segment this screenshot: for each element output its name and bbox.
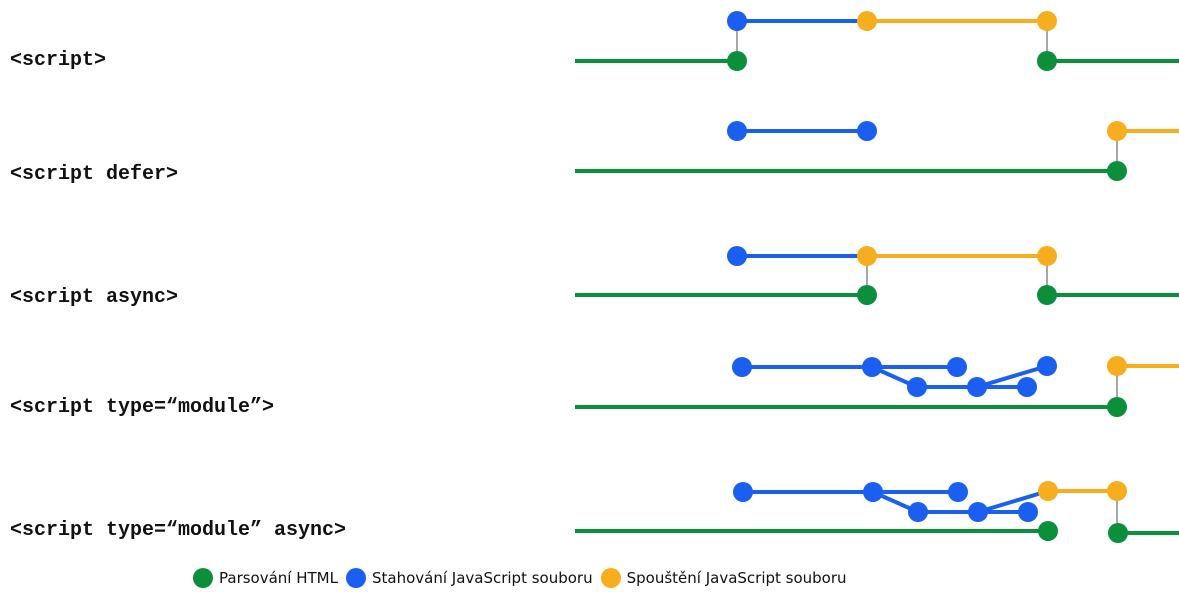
download-line bbox=[977, 489, 1049, 514]
execute-dot bbox=[857, 11, 877, 31]
download-dot bbox=[733, 482, 753, 502]
download-dot bbox=[967, 377, 987, 397]
download-dot bbox=[1037, 356, 1057, 376]
download-dot bbox=[1017, 377, 1037, 397]
execute-dot bbox=[1107, 356, 1127, 376]
execute-dot bbox=[1037, 11, 1057, 31]
download-dot bbox=[907, 377, 927, 397]
legend-dot-download bbox=[345, 568, 366, 588]
download-dot bbox=[908, 502, 928, 522]
execute-dot bbox=[1038, 481, 1058, 501]
row-label-script-defer: <script defer> bbox=[10, 163, 179, 186]
parse-dot bbox=[1037, 51, 1057, 71]
parse-dot bbox=[1107, 397, 1127, 417]
download-line bbox=[976, 364, 1048, 389]
download-dot bbox=[732, 357, 752, 377]
download-dot bbox=[857, 121, 877, 141]
legend-dot-parse bbox=[193, 568, 213, 588]
download-dot bbox=[727, 121, 747, 141]
legend-item-download: Stahování JavaScript souboru bbox=[345, 568, 593, 588]
execute-dot bbox=[1107, 481, 1127, 501]
download-dot bbox=[947, 357, 967, 377]
legend: Parsování HTML Stahování JavaScript soub… bbox=[193, 568, 855, 588]
row-label-script-module: <script type=“module”> bbox=[10, 396, 275, 419]
legend-dot-execute bbox=[600, 568, 621, 588]
row-label-script: <script> bbox=[10, 49, 107, 72]
download-dot bbox=[727, 246, 747, 266]
legend-item-parse: Parsování HTML bbox=[193, 568, 338, 588]
row-label-script-module-async: <script type=“module” async> bbox=[10, 519, 347, 542]
legend-label-download: Stahování JavaScript souboru bbox=[371, 569, 593, 587]
parse-dot bbox=[1038, 521, 1058, 541]
parse-dot bbox=[857, 285, 877, 305]
parse-dot bbox=[727, 51, 747, 71]
parse-dot bbox=[1108, 523, 1128, 543]
download-dot bbox=[948, 482, 968, 502]
legend-label-execute: Spouštění JavaScript souboru bbox=[626, 569, 847, 587]
execute-dot bbox=[857, 246, 877, 266]
execute-dot bbox=[1037, 246, 1057, 266]
parse-dot bbox=[1037, 285, 1057, 305]
execute-dot bbox=[1107, 121, 1127, 141]
legend-label-parse: Parsování HTML bbox=[219, 569, 338, 587]
download-dot bbox=[727, 11, 747, 31]
download-dot bbox=[863, 482, 883, 502]
row-label-script-async: <script async> bbox=[10, 286, 179, 309]
download-dot bbox=[862, 357, 882, 377]
download-dot bbox=[1018, 502, 1038, 522]
legend-item-execute: Spouštění JavaScript souboru bbox=[600, 568, 847, 588]
download-dot bbox=[968, 502, 988, 522]
parse-dot bbox=[1107, 161, 1127, 181]
